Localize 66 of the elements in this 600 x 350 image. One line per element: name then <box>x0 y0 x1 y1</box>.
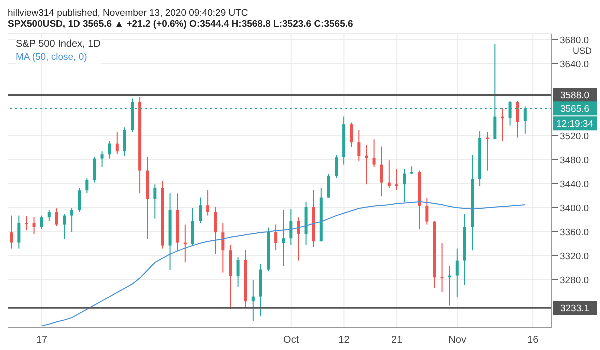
candlestick <box>199 197 202 224</box>
candlestick <box>282 210 286 267</box>
candlestick <box>10 215 14 250</box>
candlestick <box>108 140 112 160</box>
candlestick <box>380 146 384 198</box>
x-tick-label: 12 <box>338 335 350 346</box>
candlestick <box>116 132 119 156</box>
candlestick <box>274 224 278 252</box>
candlestick <box>388 160 391 189</box>
x-tick-label: 21 <box>392 335 404 346</box>
candlestick <box>78 188 82 213</box>
text: MA (50, close, 0) <box>16 51 88 64</box>
candlestick <box>440 242 444 292</box>
candlestick <box>32 216 36 235</box>
x-tick-label: Nov <box>448 335 466 346</box>
ref-line-label: 3588.0 <box>560 90 590 102</box>
x-tick-label: Oct <box>284 335 300 346</box>
y-tick-label: 3320.0 <box>560 251 590 262</box>
candlestick <box>191 208 194 246</box>
candlestick <box>222 222 225 274</box>
candlestick <box>206 190 210 216</box>
y-tick-label: 3680.0 <box>560 35 590 46</box>
ref-line-label: 3565.6 <box>560 104 590 116</box>
y-tick-label: 3280.0 <box>560 275 590 286</box>
candlestick <box>516 100 520 138</box>
candlestick <box>214 206 218 255</box>
candlestick <box>456 248 459 298</box>
y-tick-label: 3640.0 <box>560 59 590 70</box>
candlestick <box>358 130 361 162</box>
candlestick <box>372 139 376 168</box>
y-tick-label: 3520.0 <box>560 131 590 142</box>
candlestick <box>123 127 126 157</box>
candlestick <box>55 208 58 226</box>
y-tick-label: 3360.0 <box>560 227 590 238</box>
candlestick <box>252 280 255 322</box>
y-tick-label: 3440.0 <box>560 179 590 190</box>
ref-line-label: 3233.1 <box>560 304 590 315</box>
candlestick <box>403 168 406 202</box>
text: 12:19:34 <box>556 119 594 130</box>
x-tick-label: 16 <box>528 335 540 346</box>
candlestick <box>100 151 104 168</box>
candlestick <box>350 122 354 148</box>
candlestick <box>40 215 44 230</box>
candlestick <box>93 156 96 184</box>
line-series <box>42 202 526 327</box>
candlestick <box>86 178 89 194</box>
candlestick <box>18 215 21 250</box>
candlestick <box>327 174 330 199</box>
candlestick <box>335 154 338 178</box>
candlestick <box>63 214 66 240</box>
text: hillview314 published, November 13, 2020 09:40:29 UTC <box>8 8 250 19</box>
y-tick-label: 3400.0 <box>560 203 590 214</box>
candlestick <box>395 168 398 190</box>
candlestick <box>297 217 300 262</box>
candlestick <box>25 216 28 231</box>
y-tick-label: 3480.0 <box>560 155 590 166</box>
candlestick <box>154 184 157 220</box>
candlestick <box>290 208 293 246</box>
x-tick-label: 17 <box>36 335 48 346</box>
candlestick <box>236 256 240 288</box>
y-axis-title: USD <box>572 46 592 56</box>
text: SPX500USD, 1D 3565.6 ▲ +21.2 (+0.6%) O:3544.4 H:3568.8 L:3523.6 C:3565.6 <box>8 19 354 30</box>
text: S&P 500 Index, 1D <box>16 38 101 51</box>
candlestick <box>48 210 51 222</box>
candlestick <box>426 198 429 226</box>
candlestick <box>70 208 74 232</box>
